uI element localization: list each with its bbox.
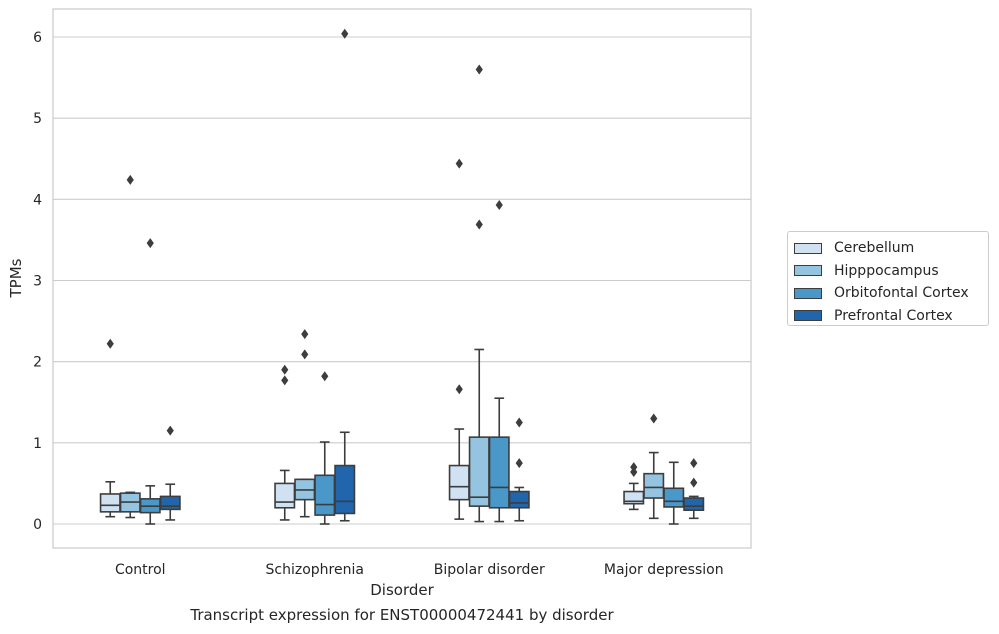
plot-frame bbox=[52, 8, 752, 549]
outlier-point bbox=[455, 384, 463, 395]
legend-item: Hipppocampus bbox=[788, 260, 988, 283]
box-prefrontal-cortex-3 bbox=[683, 458, 705, 520]
iqr-box bbox=[448, 464, 470, 501]
iqr-box bbox=[508, 490, 530, 509]
y-tick-label: 3 bbox=[33, 274, 42, 290]
gridlines bbox=[53, 36, 751, 525]
iqr-box bbox=[683, 497, 705, 512]
outlier-point bbox=[166, 425, 174, 436]
iqr-box bbox=[334, 464, 356, 515]
box-prefrontal-cortex-1 bbox=[334, 28, 356, 522]
box-prefrontal-cortex-2 bbox=[508, 417, 530, 522]
outlier-point bbox=[126, 174, 134, 185]
box-orbitofontal-cortex-2 bbox=[488, 200, 510, 523]
legend-label: Prefrontal Cortex bbox=[834, 307, 953, 324]
y-tick-label: 4 bbox=[33, 192, 42, 208]
iqr-box bbox=[643, 472, 665, 499]
iqr-box bbox=[99, 493, 121, 513]
chart-caption: Transcript expression for ENST0000047244… bbox=[190, 606, 614, 624]
outlier-point bbox=[281, 375, 289, 386]
outlier-point bbox=[475, 64, 483, 75]
box-cerebellum-3 bbox=[623, 462, 645, 511]
outlier-point bbox=[495, 200, 503, 211]
legend-label: Hipppocampus bbox=[834, 262, 939, 279]
legend-swatch bbox=[794, 287, 822, 299]
box-orbitofontal-cortex-1 bbox=[314, 371, 336, 525]
x-tick-label: Major depression bbox=[604, 562, 724, 578]
outlier-point bbox=[455, 158, 463, 169]
outlier-point bbox=[650, 413, 658, 424]
x-axis-label: Disorder bbox=[370, 581, 434, 599]
legend-item: Prefrontal Cortex bbox=[788, 305, 988, 328]
legend-swatch bbox=[794, 242, 822, 254]
box-hipppocampus-3 bbox=[643, 413, 665, 520]
legend-label: Orbitofontal Cortex bbox=[834, 285, 969, 302]
outlier-point bbox=[630, 462, 638, 473]
box-cerebellum-0 bbox=[99, 338, 121, 518]
iqr-box bbox=[159, 495, 181, 511]
iqr-box bbox=[488, 436, 510, 509]
outlier-point bbox=[146, 238, 154, 249]
box-orbitofontal-cortex-3 bbox=[663, 461, 685, 525]
y-tick-label: 5 bbox=[33, 111, 42, 127]
outlier-point bbox=[281, 364, 289, 375]
x-axis-ticks: Control Schizophrenia Bipolar disorder Majo… bbox=[115, 562, 724, 578]
x-tick-label: Control bbox=[115, 562, 166, 578]
outlier-point bbox=[475, 219, 483, 230]
outlier-point bbox=[301, 329, 309, 340]
box-hipppocampus-2 bbox=[468, 64, 490, 523]
y-tick-label: 2 bbox=[33, 355, 42, 371]
legend: Cerebellum Hipppocampus Orbitofontal Corte… bbox=[787, 231, 989, 326]
legend-label: Cerebellum bbox=[834, 240, 915, 257]
outlier-point bbox=[690, 458, 698, 469]
outlier-point bbox=[301, 349, 309, 360]
box-plots bbox=[99, 28, 705, 525]
y-axis-label: TPMs bbox=[7, 258, 25, 298]
iqr-box bbox=[663, 487, 685, 508]
legend-item: Cerebellum bbox=[788, 237, 988, 260]
outlier-point bbox=[515, 458, 523, 469]
box-hipppocampus-1 bbox=[294, 329, 316, 518]
outlier-point bbox=[341, 28, 349, 39]
iqr-box bbox=[314, 474, 336, 516]
x-tick-label: Bipolar disorder bbox=[434, 562, 545, 578]
outlier-point bbox=[690, 477, 698, 488]
y-tick-label: 0 bbox=[33, 517, 42, 533]
box-orbitofontal-cortex-0 bbox=[139, 238, 161, 525]
iqr-box bbox=[468, 436, 490, 507]
outlier-point bbox=[106, 338, 114, 349]
iqr-box bbox=[274, 482, 296, 509]
y-tick-label: 1 bbox=[33, 436, 42, 452]
legend-swatch bbox=[794, 310, 822, 322]
legend-swatch bbox=[794, 265, 822, 277]
outlier-point bbox=[321, 371, 329, 382]
box-prefrontal-cortex-0 bbox=[159, 425, 181, 521]
outlier-point bbox=[515, 417, 523, 428]
y-tick-label: 6 bbox=[33, 30, 42, 46]
box-cerebellum-2 bbox=[448, 158, 470, 520]
legend-item: Orbitofontal Cortex bbox=[788, 282, 988, 305]
x-tick-label: Schizophrenia bbox=[266, 562, 364, 578]
box-hipppocampus-0 bbox=[119, 174, 141, 519]
y-axis-ticks: 0 1 2 3 4 5 6 bbox=[33, 30, 42, 533]
